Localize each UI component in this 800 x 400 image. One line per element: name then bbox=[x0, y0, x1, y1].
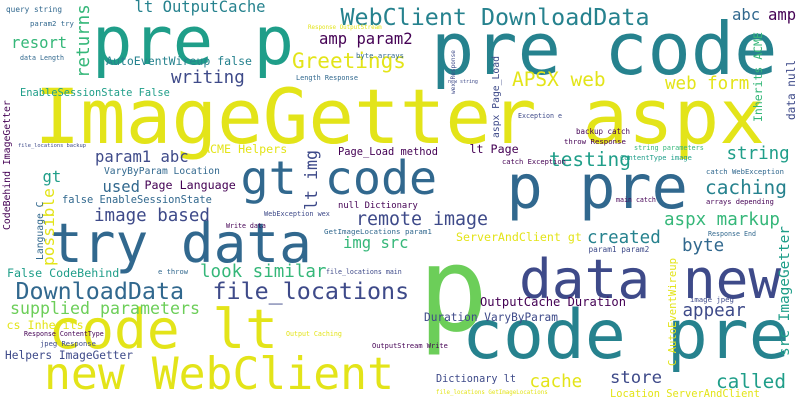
word-dictionary-lt: Dictionary lt bbox=[436, 374, 516, 385]
word-cs-inherits: cs Inherits bbox=[6, 318, 84, 332]
word-file-locations: file_locations bbox=[212, 277, 410, 305]
word-codebehind-imagegetter: CodeBehind ImageGetter bbox=[2, 100, 13, 230]
word-pre-p: pre p bbox=[92, 2, 295, 80]
word-apsx-web: APSX web bbox=[512, 68, 606, 91]
word-false-codebehind: False CodeBehind bbox=[7, 266, 120, 280]
word-lt-img: lt img bbox=[301, 150, 321, 210]
word-look-similar: look similar bbox=[200, 262, 327, 282]
word-file-locations-getimagelocations: file_locations GetImageLocations bbox=[436, 390, 548, 396]
word-page-load-method: Page_Load method bbox=[338, 145, 438, 158]
word-response-outputstream: Response OutputStream bbox=[308, 25, 382, 31]
word-amp-param2: amp param2 bbox=[319, 30, 413, 48]
word-acme-helpers: ACME Helpers bbox=[203, 142, 288, 156]
word-gt: gt bbox=[42, 168, 62, 186]
word-code-pre: code pre bbox=[462, 296, 790, 375]
word-src-imagegetter: src ImageGetter bbox=[776, 226, 793, 356]
word-webexception-wex: WebException wex bbox=[264, 209, 330, 218]
word-supplied-parameters: supplied parameters bbox=[10, 298, 200, 318]
word-webclient-downloaddata: WebClient DownloadData bbox=[340, 3, 650, 31]
word-length-response: Length Response bbox=[296, 73, 358, 82]
word-inherits-acme: Inherits ACME bbox=[751, 32, 765, 122]
word-pre-code: pre code bbox=[431, 7, 778, 91]
word-testing: testing bbox=[549, 148, 631, 171]
word-page-language: Page Language bbox=[144, 178, 236, 192]
word-code-lt: code lt bbox=[48, 297, 278, 361]
word-abc: abc bbox=[732, 6, 761, 24]
word-string: string bbox=[726, 144, 790, 164]
word-jpeg-response: jpeg Response bbox=[40, 339, 96, 348]
word-try-data: try data bbox=[50, 212, 312, 275]
word-aspx-markup: aspx markup bbox=[664, 210, 780, 230]
word-language-c: Language C bbox=[35, 200, 46, 260]
word-helpers-imagegetter: Helpers ImageGetter bbox=[5, 349, 133, 362]
word-data-new: data new bbox=[519, 247, 782, 311]
word-string-parameters: string parameters bbox=[634, 143, 704, 152]
word-duration-varybyparam: Duration VaryByParam bbox=[424, 311, 558, 324]
word-backup-catch: backup catch bbox=[576, 127, 630, 136]
word-resort: resort bbox=[11, 34, 68, 52]
word-imagegetter-aspx: ImageGetter aspx bbox=[34, 73, 765, 161]
word-enablesessionstate-false: EnableSessionState False bbox=[20, 86, 170, 99]
word-byte: byte bbox=[682, 236, 725, 256]
word-image-based: image based bbox=[94, 206, 210, 226]
word-caching: caching bbox=[705, 176, 787, 199]
word-exception-e: Exception e bbox=[518, 111, 562, 120]
word-location-serverandclient: Location ServerAndClient bbox=[610, 387, 760, 400]
word-used: used bbox=[102, 178, 140, 196]
word-data-null: data null bbox=[785, 60, 798, 120]
word-p: p bbox=[418, 222, 489, 358]
word-e-throw: e throw bbox=[158, 267, 189, 276]
word-writing: writing bbox=[171, 68, 245, 88]
word-new-string: new string bbox=[448, 78, 478, 85]
word-remote-image: remote image bbox=[356, 208, 488, 230]
word-img-src: img src bbox=[343, 234, 409, 252]
word-output-caching: Output Caching bbox=[286, 329, 342, 338]
word-file-locations-backup: file_locations backup bbox=[18, 142, 86, 149]
word-lt-outputcache: lt OutputCache bbox=[134, 0, 266, 16]
word-p-pre: p pre bbox=[506, 153, 688, 223]
word-image-jpeg: image jpeg bbox=[690, 295, 734, 304]
word-created: created bbox=[587, 228, 661, 248]
word-arrays-depending: arrays depending bbox=[706, 197, 774, 206]
word-autoeventwireup-false: AutoEventWireup false bbox=[106, 54, 252, 68]
word-write-data: Write data bbox=[226, 221, 266, 230]
word-getimagelocations-param1: GetImageLocations param1 bbox=[324, 227, 432, 236]
word-null-dictionary: null Dictionary bbox=[338, 200, 418, 211]
word-greetings: Greetings bbox=[292, 48, 406, 73]
word-returns: returns bbox=[74, 4, 94, 78]
word-varybyparam-location: VaryByParam Location bbox=[104, 166, 220, 177]
word-store: store bbox=[610, 368, 662, 388]
word-throw-response: throw Response bbox=[564, 137, 626, 146]
word-appear: appear bbox=[682, 301, 746, 321]
word-false-enablesessionstate: false EnableSessionState bbox=[62, 193, 212, 206]
word-amp: amp bbox=[768, 6, 797, 24]
word-query-string: query string bbox=[6, 5, 62, 14]
word-byte-arrays: byte arrays bbox=[356, 51, 405, 60]
word-web-form: web form bbox=[665, 74, 750, 94]
word-aspx-page-load: aspx Page_Load bbox=[491, 56, 502, 138]
word-param1-abc: param1 abc bbox=[95, 148, 189, 166]
word-cache: cache bbox=[529, 372, 583, 392]
word-lt-page: lt Page bbox=[469, 142, 519, 156]
word-file-locations-main: file_locations main bbox=[326, 267, 402, 276]
word-response-end: Response End bbox=[708, 229, 756, 238]
word-called: called bbox=[716, 370, 786, 393]
word-gt-code: gt code bbox=[240, 152, 438, 206]
word-response-contenttype: Response ContentType bbox=[24, 329, 104, 338]
word-main-catch: main catch bbox=[616, 195, 656, 204]
word-param2-try: param2 try bbox=[30, 19, 74, 28]
word-outputcache-duration: OutputCache Duration bbox=[480, 294, 626, 309]
word-serverandclient-gt: ServerAndClient gt bbox=[456, 230, 582, 244]
word-contenttype-image: ContentType image bbox=[620, 153, 692, 162]
word-param1-param2: param1 param2 bbox=[588, 245, 650, 254]
word-catch-webexception: catch WebException bbox=[706, 167, 784, 176]
word-data-length: data Length bbox=[20, 53, 64, 62]
word-catch-exception: catch Exception bbox=[502, 157, 566, 166]
word-outputstream-write: OutputStream Write bbox=[372, 341, 448, 350]
word-wex-response: wex Response bbox=[450, 50, 457, 94]
word-new-webclient: new WebClient bbox=[44, 347, 394, 400]
word-downloaddata: DownloadData bbox=[15, 277, 185, 305]
word-c-autoeventwireup: C AutoEventWireup bbox=[666, 258, 679, 366]
